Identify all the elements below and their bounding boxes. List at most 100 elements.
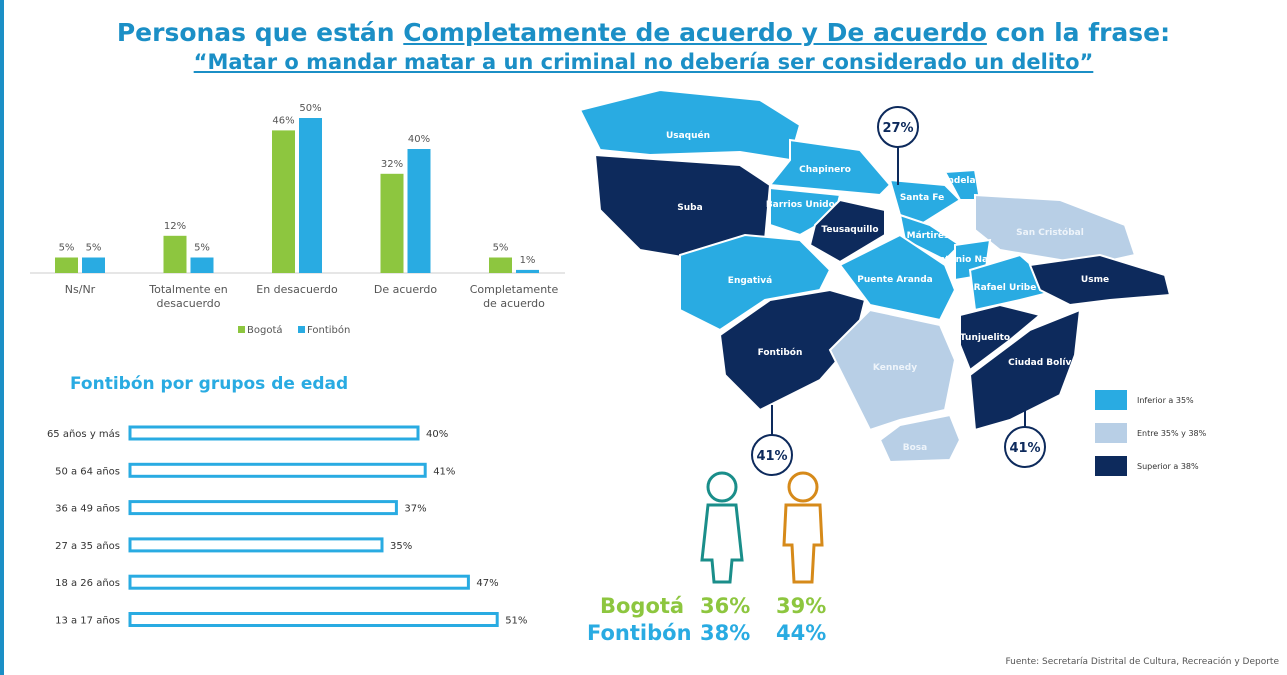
district bbox=[888, 178, 962, 227]
district-label: Engativá bbox=[728, 276, 772, 286]
x-tick-label: Ns/Nr bbox=[64, 283, 96, 296]
bar bbox=[407, 149, 431, 273]
bar bbox=[128, 537, 384, 553]
y-tick-label: 13 a 17 años bbox=[55, 616, 120, 627]
map-legend-swatch bbox=[1095, 390, 1127, 410]
district-label: Teusaquillo bbox=[821, 225, 878, 235]
value-label: 40% bbox=[408, 134, 430, 145]
value-label: 51% bbox=[505, 616, 527, 627]
value-label: 35% bbox=[390, 541, 412, 552]
map-legend-swatch bbox=[1095, 423, 1127, 443]
district bbox=[828, 308, 957, 432]
bar bbox=[82, 257, 105, 273]
bar bbox=[190, 257, 214, 273]
map: Usaquén Chapinero Suba Barrios Unidos Teusaq… bbox=[578, 88, 1172, 464]
legend-label: Bogotá bbox=[247, 324, 283, 336]
bar bbox=[489, 257, 512, 273]
x-tick-label: Totalmente en desacuerdo bbox=[149, 283, 228, 310]
callout-label: 41% bbox=[1009, 441, 1040, 456]
x-tick-label: Completamente de acuerdo bbox=[469, 283, 559, 310]
female-value: 36% bbox=[700, 594, 751, 618]
callout-circle bbox=[877, 106, 919, 148]
district bbox=[878, 413, 962, 464]
district-label: Rafael Uribe bbox=[974, 283, 1037, 293]
district-label: Kennedy bbox=[873, 363, 917, 373]
bar bbox=[163, 235, 187, 273]
district-label: Usme bbox=[1081, 275, 1109, 285]
value-label: 46% bbox=[272, 115, 294, 126]
male-icon bbox=[782, 471, 824, 584]
male-value: 39% bbox=[776, 594, 827, 618]
district-label: San Cristóbal bbox=[1016, 227, 1084, 238]
legend-swatch bbox=[238, 326, 245, 333]
bar bbox=[128, 425, 420, 441]
gender-row-label: Fontibón bbox=[587, 621, 692, 645]
value-label: 12% bbox=[164, 221, 186, 232]
value-label: 5% bbox=[59, 243, 75, 254]
bar bbox=[272, 130, 295, 273]
district-label: Chapinero bbox=[799, 165, 851, 175]
y-tick-label: 27 a 35 años bbox=[55, 541, 120, 552]
bar bbox=[55, 257, 78, 273]
district-label: Ciudad Bolívar bbox=[1008, 358, 1082, 368]
district-label: Puente Aranda bbox=[857, 275, 932, 285]
x-tick-label: En desacuerdo bbox=[256, 283, 338, 296]
district-label: Tunjuelito bbox=[960, 333, 1010, 343]
y-tick-label: 50 a 64 años bbox=[55, 466, 120, 477]
title: Personas que están Completamente de acue… bbox=[116, 18, 1171, 47]
value-label: 5% bbox=[493, 243, 509, 254]
district-label: Candelaria bbox=[935, 176, 989, 186]
edge-strip bbox=[0, 0, 4, 675]
value-label: 41% bbox=[433, 466, 455, 477]
bar bbox=[516, 269, 539, 273]
chart-title: Fontibón por grupos de edad bbox=[70, 374, 349, 394]
legend-swatch bbox=[298, 326, 305, 333]
source: Fuente: Secretaría Distrital de Cultura,… bbox=[1005, 657, 1279, 667]
map-legend-label: Entre 35% y 38% bbox=[1137, 429, 1207, 438]
y-tick-label: 36 a 49 años bbox=[55, 504, 120, 515]
value-label: 47% bbox=[476, 578, 498, 589]
value-label: 50% bbox=[299, 103, 321, 114]
value-label: 1% bbox=[520, 255, 536, 266]
value-label: 40% bbox=[426, 429, 448, 440]
map-legend-label: Inferior a 35% bbox=[1137, 396, 1194, 405]
bar bbox=[299, 118, 322, 273]
callout-label: 41% bbox=[756, 449, 787, 464]
district bbox=[768, 138, 892, 197]
district-label: Santa Fe bbox=[900, 193, 944, 203]
legend-label: Fontibón bbox=[307, 324, 350, 336]
district bbox=[679, 233, 832, 332]
bar bbox=[128, 500, 398, 516]
district bbox=[578, 88, 802, 162]
district-label: Suba bbox=[677, 203, 702, 213]
district-label: Antonio Nariño bbox=[932, 255, 1008, 265]
district bbox=[808, 198, 886, 264]
gender-row-label: Bogotá bbox=[600, 594, 685, 618]
district bbox=[968, 253, 1063, 312]
district-label: Bosa bbox=[903, 443, 927, 453]
district bbox=[968, 308, 1082, 432]
district bbox=[898, 213, 962, 262]
female-icon bbox=[700, 471, 744, 584]
district bbox=[959, 303, 1043, 372]
value-label: 5% bbox=[86, 243, 102, 254]
map-legend-label: Superior a 38% bbox=[1137, 462, 1199, 471]
callout-label: 27% bbox=[882, 121, 913, 136]
bar bbox=[128, 612, 499, 627]
subtitle: “Matar o mandar matar a un criminal no d… bbox=[193, 50, 1094, 74]
value-label: 5% bbox=[194, 243, 210, 254]
value-label: 32% bbox=[381, 159, 403, 170]
value-label: 37% bbox=[404, 504, 426, 515]
district bbox=[1028, 253, 1172, 307]
x-tick-label: De acuerdo bbox=[373, 283, 438, 296]
district-label: Usaquén bbox=[666, 130, 710, 141]
map-legend-swatch bbox=[1095, 456, 1127, 476]
district-label: Fontibón bbox=[758, 347, 803, 358]
bar bbox=[128, 574, 470, 590]
y-tick-label: 65 años y más bbox=[47, 428, 120, 440]
callout-circle bbox=[1004, 426, 1046, 468]
callout-circle bbox=[751, 434, 793, 476]
female-value: 38% bbox=[700, 621, 751, 645]
